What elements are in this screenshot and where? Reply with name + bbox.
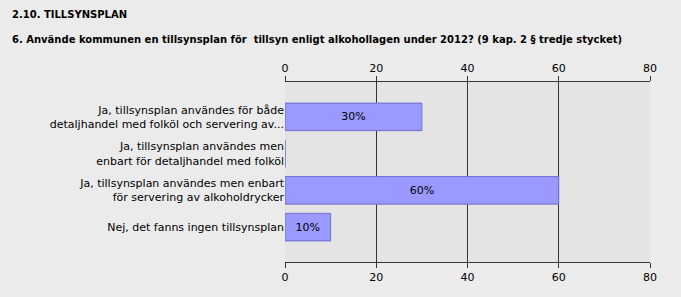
svg-text:0: 0 <box>282 62 289 75</box>
svg-text:20: 20 <box>369 271 383 284</box>
svg-text:Nej, det fanns ingen tillsynsp: Nej, det fanns ingen tillsynsplan <box>107 221 284 234</box>
svg-text:Ja, tillsynsplan användes men: Ja, tillsynsplan användes men enbartför … <box>79 177 284 204</box>
svg-text:60: 60 <box>552 62 566 75</box>
svg-text:80: 80 <box>643 271 657 284</box>
svg-text:0: 0 <box>282 271 289 284</box>
svg-text:2.10. TILLSYNSPLAN: 2.10. TILLSYNSPLAN <box>12 9 127 20</box>
svg-text:80: 80 <box>643 62 657 75</box>
svg-text:Ja, tillsynsplan användes för: Ja, tillsynsplan användes för bådedetalj… <box>50 104 284 131</box>
svg-text:30%: 30% <box>341 110 365 123</box>
svg-text:20: 20 <box>369 62 383 75</box>
svg-text:Ja, tillsynsplan användes mene: Ja, tillsynsplan användes menenbart för … <box>96 140 284 167</box>
svg-text:6. Använde kommunen en tillsyn: 6. Använde kommunen en tillsynsplan för … <box>12 34 622 45</box>
svg-text:40: 40 <box>461 271 475 284</box>
svg-text:10%: 10% <box>296 221 320 234</box>
svg-text:40: 40 <box>461 62 475 75</box>
svg-text:60%: 60% <box>410 184 434 197</box>
svg-text:60: 60 <box>552 271 566 284</box>
